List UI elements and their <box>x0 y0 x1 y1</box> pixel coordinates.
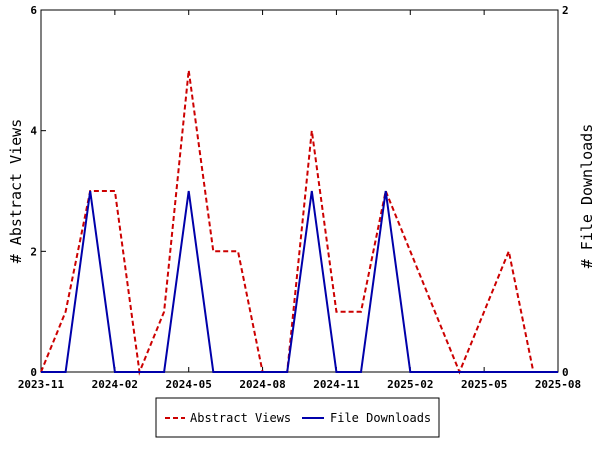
x-tick-label: 2023-11 <box>18 378 65 391</box>
x-tick-label: 2024-08 <box>239 378 285 391</box>
series-lines <box>40 70 558 376</box>
plot-area <box>40 9 559 373</box>
y-right-tick-label: 0 <box>562 366 569 379</box>
x-tick-label: 2024-11 <box>313 378 360 391</box>
legend-box <box>155 397 440 438</box>
x-tick-label: 2025-05 <box>461 378 507 391</box>
y-left-tick-label: 6 <box>30 4 37 17</box>
y-left-tick-label: 4 <box>30 125 37 138</box>
legend: Abstract Views File Downloads <box>155 397 440 438</box>
legend-label-file-downloads: File Downloads <box>330 411 431 425</box>
tick-labels: 2023-11 2024-02 2024-05 2024-08 2024-11 2025-… <box>18 4 581 391</box>
x-tick-label: 2024-05 <box>166 378 212 391</box>
x-tick-label: 2025-02 <box>387 378 433 391</box>
y-left-tick-label: 2 <box>30 245 37 258</box>
legend-label-abstract-views: Abstract Views <box>190 411 291 425</box>
series-line-abstract-views <box>40 70 558 376</box>
x-tick-label: 2024-02 <box>92 378 138 391</box>
y-right-tick-label: 2 <box>562 4 569 17</box>
x-tick-label: 2025-08 <box>535 378 581 391</box>
series-line-file-downloads <box>41 190 558 373</box>
y-axis-title-right: # File Downloads <box>578 124 596 269</box>
y-axis-title-left: # Abstract Views <box>7 119 25 264</box>
y-left-tick-label: 0 <box>30 366 37 379</box>
